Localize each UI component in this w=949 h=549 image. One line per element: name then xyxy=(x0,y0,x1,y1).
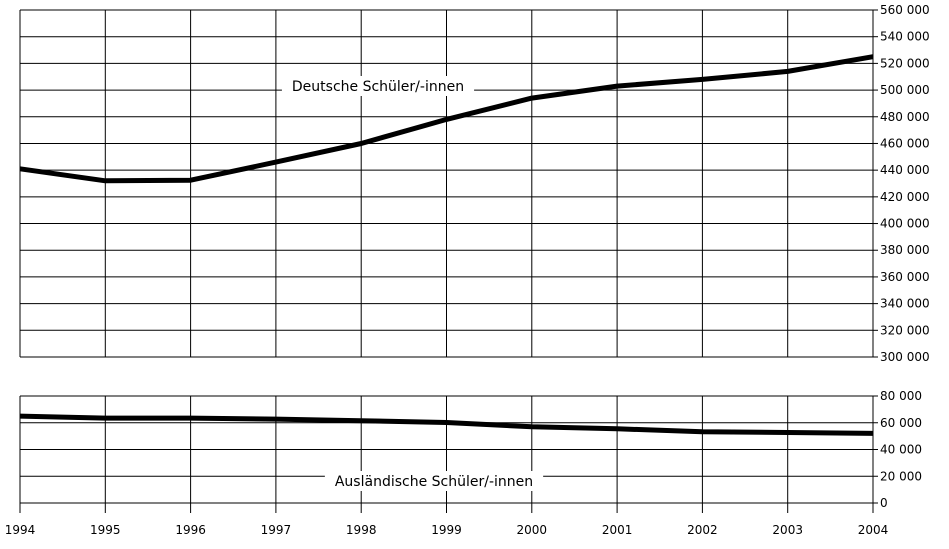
y-tick-label: 360 000 xyxy=(880,270,930,284)
y-tick-label: 520 000 xyxy=(880,56,930,70)
y-tick-label: 340 000 xyxy=(880,297,930,311)
series-line-0 xyxy=(19,54,874,184)
x-tick-label: 1997 xyxy=(261,523,292,537)
x-tick-label: 1999 xyxy=(431,523,462,537)
y-tick-label: 400 000 xyxy=(880,217,930,231)
x-tick-label: 2001 xyxy=(602,523,633,537)
x-tick-label: 1995 xyxy=(90,523,121,537)
x-tick-label: 2003 xyxy=(772,523,803,537)
y-tick-label: 40 000 xyxy=(880,443,922,457)
series-label-deutsche: Deutsche Schüler/-innen xyxy=(292,79,464,95)
x-tick-label: 2004 xyxy=(858,523,889,537)
y-tick-label: 300 000 xyxy=(880,350,930,364)
y-tick-label: 480 000 xyxy=(880,110,930,124)
x-tick-label: 2000 xyxy=(517,523,548,537)
y-tick-label: 0 xyxy=(880,496,888,510)
series-label-auslaendische: Ausländische Schüler/-innen xyxy=(335,474,533,490)
x-tick-label: 1996 xyxy=(175,523,206,537)
x-tick-label: 2002 xyxy=(687,523,718,537)
y-tick-label: 500 000 xyxy=(880,83,930,97)
y-tick-label: 460 000 xyxy=(880,136,930,150)
x-tick-label: 1994 xyxy=(5,523,36,537)
tick-labels: 560 000 540 000 520 000 500 000 480 000 460 0… xyxy=(5,3,930,537)
y-tick-label: 560 000 xyxy=(880,3,930,17)
y-tick-label: 440 000 xyxy=(880,163,930,177)
series-line-1 xyxy=(19,413,874,436)
y-tick-label: 320 000 xyxy=(880,323,930,337)
series-label-background xyxy=(281,76,475,96)
x-tick-label: 1998 xyxy=(346,523,377,537)
series-label-background xyxy=(324,471,544,491)
y-tick-label: 20 000 xyxy=(880,469,922,483)
y-tick-label: 80 000 xyxy=(880,389,922,403)
y-tick-label: 60 000 xyxy=(880,416,922,430)
y-tick-label: 380 000 xyxy=(880,243,930,257)
y-tick-label: 540 000 xyxy=(880,30,930,44)
y-tick-label: 420 000 xyxy=(880,190,930,204)
series-lines xyxy=(19,54,874,436)
series-labels: Deutsche Schüler/-innen Ausländische Sch… xyxy=(281,76,544,491)
